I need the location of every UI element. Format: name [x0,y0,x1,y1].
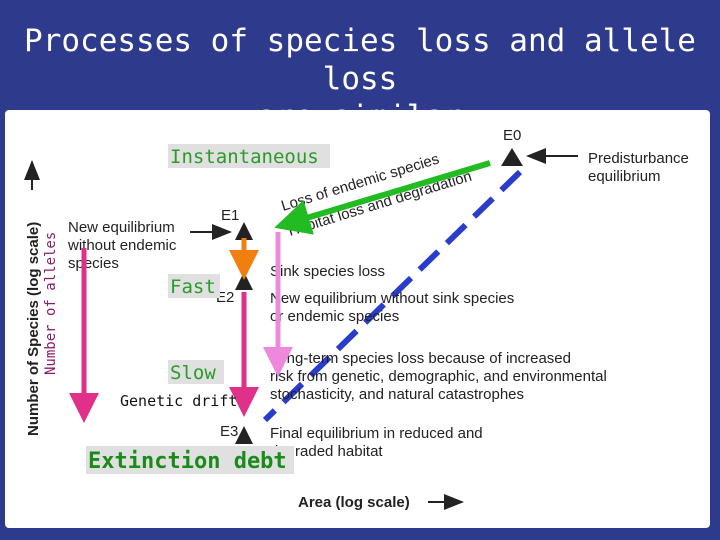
new-eq-sink-1: New equilibrium without sink species [270,290,514,307]
e0-label: E0 [503,127,521,144]
e2-triangle [235,272,253,290]
final-2: degraded habitat [270,443,383,460]
predisturbance-label-1: Predisturbance [588,150,689,167]
e1-label: E1 [221,207,239,224]
fast-label: Fast [170,276,216,298]
slow-label: Slow [170,362,216,384]
longterm-1: Long-term species loss because of increa… [270,350,571,367]
instantaneous-label: Instantaneous [170,146,319,168]
new-eq-left-1: New equilibrium [68,219,175,236]
slow-highlight [168,360,224,384]
e3-label: E3 [220,423,238,440]
y-axis-label: Number of Species (log scale) [25,222,42,436]
longterm-2: risk from genetic, demographic, and envi… [270,368,607,385]
x-axis-label: Area (log scale) [298,494,410,511]
y-overlay-label: Number of alleles [43,232,59,375]
new-eq-sink-2: or endemic species [270,308,399,325]
longterm-3: stochasticity, and natural catastrophes [270,386,524,403]
genetic-drift-label: Genetic drift [120,392,237,410]
e0-triangle [501,148,523,166]
e3-triangle [235,426,253,444]
dashed-connector [262,169,523,423]
final-1: Final equilibrium in reduced and [270,425,483,442]
instantaneous-arrow [274,160,491,235]
sink-label: Sink species loss [270,263,385,280]
instantaneous-highlight [168,144,330,168]
fast-highlight [168,274,220,298]
new-eq-left-3: species [68,255,119,272]
e2-label: E2 [216,289,234,306]
extinction-debt-highlight [86,446,294,474]
predisturbance-label-2: equilibrium [588,168,661,185]
new-eq-left-2: without endemic [67,237,177,254]
title-line-1: Processes of species loss and allele los… [24,23,696,97]
e1-triangle [235,222,253,240]
extinction-debt-label: Extinction debt [88,449,287,474]
